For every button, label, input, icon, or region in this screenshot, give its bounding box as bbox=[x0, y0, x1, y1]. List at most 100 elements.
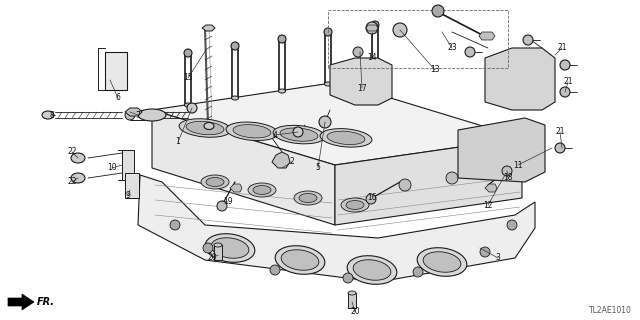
Ellipse shape bbox=[371, 75, 378, 79]
Polygon shape bbox=[230, 184, 242, 192]
Ellipse shape bbox=[205, 234, 255, 262]
Polygon shape bbox=[366, 25, 378, 31]
Polygon shape bbox=[152, 82, 522, 165]
Circle shape bbox=[366, 22, 378, 34]
Ellipse shape bbox=[555, 143, 565, 153]
Text: 18: 18 bbox=[503, 173, 513, 182]
Bar bbox=[125, 173, 139, 198]
Ellipse shape bbox=[324, 30, 332, 34]
Ellipse shape bbox=[248, 183, 276, 197]
Text: 21: 21 bbox=[557, 44, 567, 52]
Circle shape bbox=[319, 116, 331, 128]
Ellipse shape bbox=[71, 173, 85, 183]
Ellipse shape bbox=[275, 246, 325, 274]
Ellipse shape bbox=[278, 37, 285, 41]
Ellipse shape bbox=[214, 243, 222, 247]
Ellipse shape bbox=[206, 178, 224, 187]
Text: 14: 14 bbox=[367, 53, 377, 62]
Ellipse shape bbox=[346, 201, 364, 210]
Text: 16: 16 bbox=[367, 194, 377, 203]
Ellipse shape bbox=[204, 123, 214, 130]
Text: 17: 17 bbox=[357, 84, 367, 92]
Text: 23: 23 bbox=[447, 44, 457, 52]
Text: TL2AE1010: TL2AE1010 bbox=[589, 306, 632, 315]
Ellipse shape bbox=[348, 291, 356, 295]
Text: 15: 15 bbox=[183, 74, 193, 83]
Bar bbox=[214, 245, 222, 260]
Bar bbox=[348, 293, 356, 308]
Circle shape bbox=[492, 166, 504, 178]
Text: 9: 9 bbox=[125, 190, 131, 199]
Circle shape bbox=[187, 103, 197, 113]
Circle shape bbox=[293, 127, 303, 137]
Ellipse shape bbox=[226, 122, 278, 140]
Text: 1: 1 bbox=[175, 138, 180, 147]
Circle shape bbox=[324, 28, 332, 36]
Ellipse shape bbox=[233, 124, 271, 138]
Circle shape bbox=[371, 21, 379, 29]
Polygon shape bbox=[335, 138, 522, 225]
Ellipse shape bbox=[186, 121, 224, 135]
Ellipse shape bbox=[253, 186, 271, 195]
Ellipse shape bbox=[278, 89, 285, 93]
Text: 4: 4 bbox=[273, 131, 277, 140]
Ellipse shape bbox=[179, 119, 231, 137]
Text: 20: 20 bbox=[207, 253, 217, 262]
Circle shape bbox=[432, 5, 444, 17]
Text: 21: 21 bbox=[563, 77, 573, 86]
Polygon shape bbox=[138, 175, 535, 282]
Text: FR.: FR. bbox=[37, 297, 55, 307]
Ellipse shape bbox=[341, 198, 369, 212]
Text: 10: 10 bbox=[107, 164, 117, 172]
Circle shape bbox=[446, 172, 458, 184]
Polygon shape bbox=[485, 184, 497, 192]
Ellipse shape bbox=[232, 96, 239, 100]
Bar bbox=[122, 150, 134, 180]
Text: 21: 21 bbox=[556, 127, 564, 137]
Ellipse shape bbox=[232, 44, 239, 48]
Circle shape bbox=[278, 35, 286, 43]
Text: 6: 6 bbox=[116, 93, 120, 102]
Ellipse shape bbox=[281, 250, 319, 270]
Polygon shape bbox=[330, 58, 392, 105]
Ellipse shape bbox=[465, 47, 475, 57]
Ellipse shape bbox=[184, 51, 191, 55]
Text: 2: 2 bbox=[290, 157, 294, 166]
Ellipse shape bbox=[71, 153, 85, 163]
Polygon shape bbox=[485, 48, 555, 110]
Text: 5: 5 bbox=[316, 164, 321, 172]
Circle shape bbox=[507, 220, 517, 230]
Text: 12: 12 bbox=[483, 201, 493, 210]
Text: 13: 13 bbox=[430, 66, 440, 75]
Ellipse shape bbox=[324, 82, 332, 86]
Ellipse shape bbox=[280, 128, 318, 141]
Circle shape bbox=[203, 243, 213, 253]
Circle shape bbox=[502, 166, 512, 176]
Ellipse shape bbox=[560, 60, 570, 70]
Ellipse shape bbox=[320, 129, 372, 147]
Ellipse shape bbox=[560, 87, 570, 97]
Text: 11: 11 bbox=[513, 161, 523, 170]
Ellipse shape bbox=[423, 252, 461, 272]
Ellipse shape bbox=[211, 238, 249, 258]
Ellipse shape bbox=[125, 110, 135, 120]
Text: 22: 22 bbox=[67, 178, 77, 187]
Ellipse shape bbox=[523, 35, 533, 45]
Text: 20: 20 bbox=[350, 308, 360, 316]
Text: 7: 7 bbox=[136, 110, 140, 119]
Circle shape bbox=[399, 179, 411, 191]
Circle shape bbox=[353, 47, 363, 57]
Circle shape bbox=[393, 23, 407, 37]
Circle shape bbox=[413, 267, 423, 277]
Ellipse shape bbox=[417, 248, 467, 276]
Ellipse shape bbox=[201, 175, 229, 189]
Circle shape bbox=[480, 247, 490, 257]
Ellipse shape bbox=[299, 194, 317, 203]
Text: 8: 8 bbox=[50, 110, 54, 119]
Bar bbox=[105, 52, 127, 90]
Polygon shape bbox=[479, 32, 495, 40]
Polygon shape bbox=[458, 118, 545, 182]
Ellipse shape bbox=[353, 260, 391, 280]
Polygon shape bbox=[152, 110, 335, 225]
Polygon shape bbox=[8, 294, 34, 310]
